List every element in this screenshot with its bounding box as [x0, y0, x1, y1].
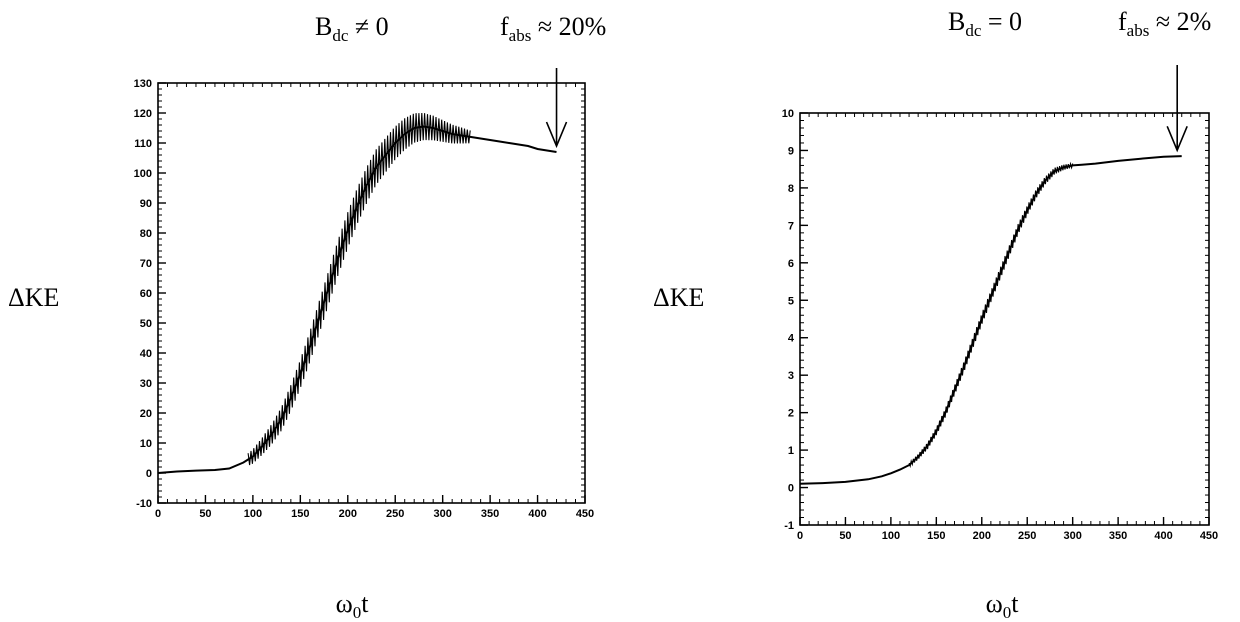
y-axis-label: ΔKE [653, 283, 704, 312]
xlabel-main: ω [336, 589, 353, 618]
annotation-rest: ≈ 2% [1149, 7, 1211, 36]
xlabel-rest: t [361, 589, 369, 618]
x-tick-label: 100 [882, 530, 900, 542]
xlabel-main: ω [986, 589, 1003, 618]
chart-title: Bdc = 0 [948, 7, 1022, 40]
y-tick-label: 3 [788, 370, 794, 382]
x-tick-label: 50 [839, 530, 851, 542]
plot-area: 0 50 100 150 200 250 300 350 400 450-100102030405… [134, 68, 594, 520]
y-tick-label: -1 [784, 520, 794, 532]
x-tick-label: 300 [433, 508, 451, 520]
series-oscillation [247, 112, 471, 466]
annotation-arrowhead [545, 121, 568, 149]
y-tick-label: 110 [134, 138, 152, 150]
title-main: B [315, 12, 332, 41]
y-tick-label: 9 [788, 145, 794, 157]
y-tick-label: 10 [140, 438, 152, 450]
title-main: B [948, 7, 965, 36]
y-tick-label: 120 [134, 108, 152, 120]
series-oscillation [908, 161, 1074, 469]
x-tick-label: 250 [386, 508, 404, 520]
annotation-rest: ≈ 20% [531, 12, 606, 41]
x-tick-label: 350 [1109, 530, 1127, 542]
xlabel-sub: 0 [1003, 603, 1012, 622]
x-tick-label: 400 [528, 508, 546, 520]
y-tick-label: 0 [146, 468, 152, 480]
series-line [799, 155, 1182, 485]
y-tick-label: 6 [788, 258, 794, 270]
x-tick-label: 400 [1154, 530, 1172, 542]
title-rest: ≠ 0 [348, 12, 388, 41]
y-tick-label: 2 [788, 408, 794, 420]
x-axis-label: ω0t [336, 589, 370, 622]
y-tick-label: 100 [134, 168, 152, 180]
y-tick-label: 10 [782, 108, 794, 120]
y-tick-label: 4 [788, 333, 795, 345]
y-axis-label: ΔKE [8, 283, 59, 312]
plot-area: 0 50 100 150 200 250 300 350 400 450-101234567891… [782, 65, 1218, 542]
title-sub: dc [965, 21, 982, 40]
plot-frame [157, 82, 586, 504]
y-tick-label: 130 [134, 78, 152, 90]
xlabel-sub: 0 [353, 603, 362, 622]
y-tick-label: 60 [140, 288, 152, 300]
annotation-main: f [1118, 7, 1127, 36]
series-line [157, 125, 557, 474]
y-tick-label: 8 [788, 183, 794, 195]
x-tick-label: 250 [1018, 530, 1036, 542]
annotation-arrowhead [1166, 125, 1188, 153]
y-tick-label: 20 [140, 408, 152, 420]
annotation-label: fabs ≈ 20% [500, 12, 606, 45]
y-tick-label: 30 [140, 378, 152, 390]
x-tick-label: 450 [576, 508, 594, 520]
y-tick-label: 50 [140, 318, 152, 330]
x-tick-label: 50 [199, 508, 211, 520]
xlabel-rest: t [1011, 589, 1019, 618]
x-tick-label: 300 [1063, 530, 1081, 542]
chart-title: Bdc ≠ 0 [315, 12, 389, 45]
y-tick-label: 7 [788, 220, 794, 232]
x-tick-label: 150 [927, 530, 945, 542]
x-tick-label: 150 [291, 508, 309, 520]
y-tick-label: 1 [788, 445, 794, 457]
y-tick-label: 70 [140, 258, 152, 270]
x-tick-label: 450 [1200, 530, 1218, 542]
annotation-sub: abs [1127, 21, 1150, 40]
x-tick-label: 350 [481, 508, 499, 520]
y-tick-label: 40 [140, 348, 152, 360]
y-tick-label: 90 [140, 198, 152, 210]
y-tick-label: 5 [788, 295, 794, 307]
title-rest: = 0 [981, 7, 1022, 36]
title-sub: dc [332, 26, 349, 45]
x-tick-label: 200 [973, 530, 991, 542]
annotation-main: f [500, 12, 509, 41]
chart-right: Bdc = 0 fabs ≈ 2% ΔKE ω0t 0 50 100 150 200 25… [653, 7, 1218, 622]
annotation-sub: abs [509, 26, 532, 45]
x-tick-label: 0 [155, 508, 161, 520]
y-tick-label: 0 [788, 483, 794, 495]
plot-frame [799, 112, 1210, 526]
y-tick-label: 80 [140, 228, 152, 240]
x-tick-label: 0 [797, 530, 803, 542]
x-axis-label: ω0t [986, 589, 1020, 622]
y-tick-label: -10 [136, 498, 152, 510]
x-tick-label: 200 [339, 508, 357, 520]
chart-left: Bdc ≠ 0 fabs ≈ 20% ΔKE ω0t 0 50 100 150 200 2… [8, 12, 606, 622]
x-tick-label: 100 [244, 508, 262, 520]
annotation-label: fabs ≈ 2% [1118, 7, 1211, 40]
